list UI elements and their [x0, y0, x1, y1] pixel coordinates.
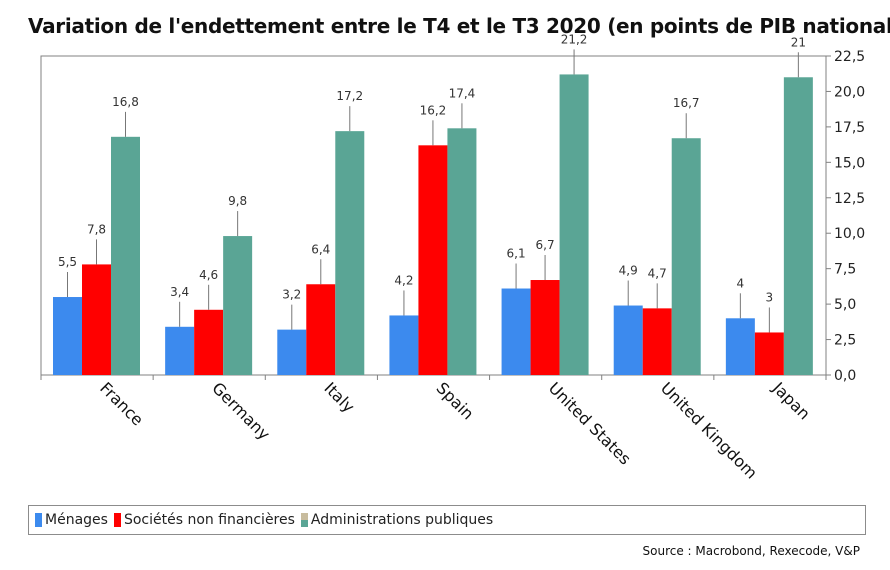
y-tick-label: 15,0	[834, 155, 865, 171]
bar	[671, 138, 701, 375]
data-label: 21,2	[561, 32, 588, 46]
data-label: 6,4	[311, 242, 330, 256]
bar	[530, 280, 560, 375]
data-label: 4	[737, 276, 745, 290]
data-label: 4,6	[199, 268, 218, 282]
bar	[53, 297, 82, 375]
data-label: 3	[766, 290, 774, 304]
data-label: 4,2	[394, 273, 413, 287]
data-label: 16,8	[112, 95, 139, 109]
chart-legend: Ménages Sociétés non financières Adminis…	[28, 505, 866, 535]
source-note: Source : Macrobond, Rexecode, V&P	[642, 544, 860, 558]
bar	[277, 329, 307, 375]
x-tick-label: United States	[545, 378, 635, 468]
legend-swatch-administrations	[300, 513, 308, 527]
legend-swatch-societes	[113, 513, 121, 527]
x-tick-label: United Kingdom	[657, 378, 761, 482]
data-label: 9,8	[228, 194, 247, 208]
legend-label-administrations: Administrations publiques	[310, 512, 494, 528]
y-tick-label: 22,5	[834, 49, 865, 65]
y-tick-label: 17,5	[834, 120, 865, 136]
bar	[389, 315, 419, 375]
legend-item-societes: Sociétés non financières	[113, 512, 295, 528]
data-label: 16,7	[673, 96, 700, 110]
x-tick-label: France	[96, 378, 147, 429]
bar	[783, 77, 813, 376]
bar	[559, 74, 589, 375]
legend-item-menages: Ménages	[35, 512, 108, 528]
bar-chart: 0,0 2,5 5,0 7,5 10,0 12,5 15,0 17,5 20,0 22,5 5,5 7…	[40, 32, 865, 483]
y-tick-label: 10,0	[834, 226, 865, 242]
data-label: 21	[791, 35, 806, 49]
bar	[223, 236, 253, 375]
bar	[642, 308, 672, 375]
bar	[111, 136, 140, 375]
y-tick-label: 5,0	[834, 297, 856, 313]
data-label: 17,2	[336, 89, 363, 103]
data-label: 3,4	[170, 285, 189, 299]
data-label: 3,2	[282, 288, 301, 302]
legend-label-societes: Sociétés non financières	[123, 512, 295, 528]
data-label: 4,7	[648, 266, 667, 280]
x-tick-label: Spain	[433, 378, 478, 423]
bar	[613, 305, 643, 375]
bar	[418, 145, 448, 375]
bar	[335, 131, 365, 375]
data-label: 16,2	[420, 103, 447, 117]
bar	[447, 128, 477, 375]
data-label: 17,4	[449, 86, 476, 100]
chart-title: Variation de l'endettement entre le T4 e…	[28, 14, 890, 38]
bar	[754, 332, 784, 375]
bar	[82, 264, 111, 375]
bar	[306, 284, 336, 375]
x-tick-label: Italy	[320, 378, 358, 416]
data-label: 6,7	[536, 238, 555, 252]
legend-label-menages: Ménages	[45, 512, 108, 528]
legend-swatch-menages	[35, 513, 42, 527]
bar	[165, 326, 195, 375]
y-tick-label: 12,5	[834, 191, 865, 207]
bar	[501, 288, 531, 375]
data-label: 5,5	[58, 255, 77, 269]
x-tick-label: Japan	[768, 378, 814, 424]
y-tick-label: 7,5	[834, 262, 856, 278]
bar	[194, 309, 224, 375]
y-tick-label: 2,5	[834, 333, 856, 349]
x-tick-label: Germany	[208, 378, 273, 443]
y-tick-label: 0,0	[834, 368, 856, 384]
data-label: 4,9	[619, 264, 638, 278]
legend-item-administrations: Administrations publiques	[300, 512, 494, 528]
y-tick-label: 20,0	[834, 84, 865, 100]
data-label: 6,1	[507, 247, 526, 261]
bar	[725, 318, 755, 375]
data-label: 7,8	[87, 222, 106, 236]
